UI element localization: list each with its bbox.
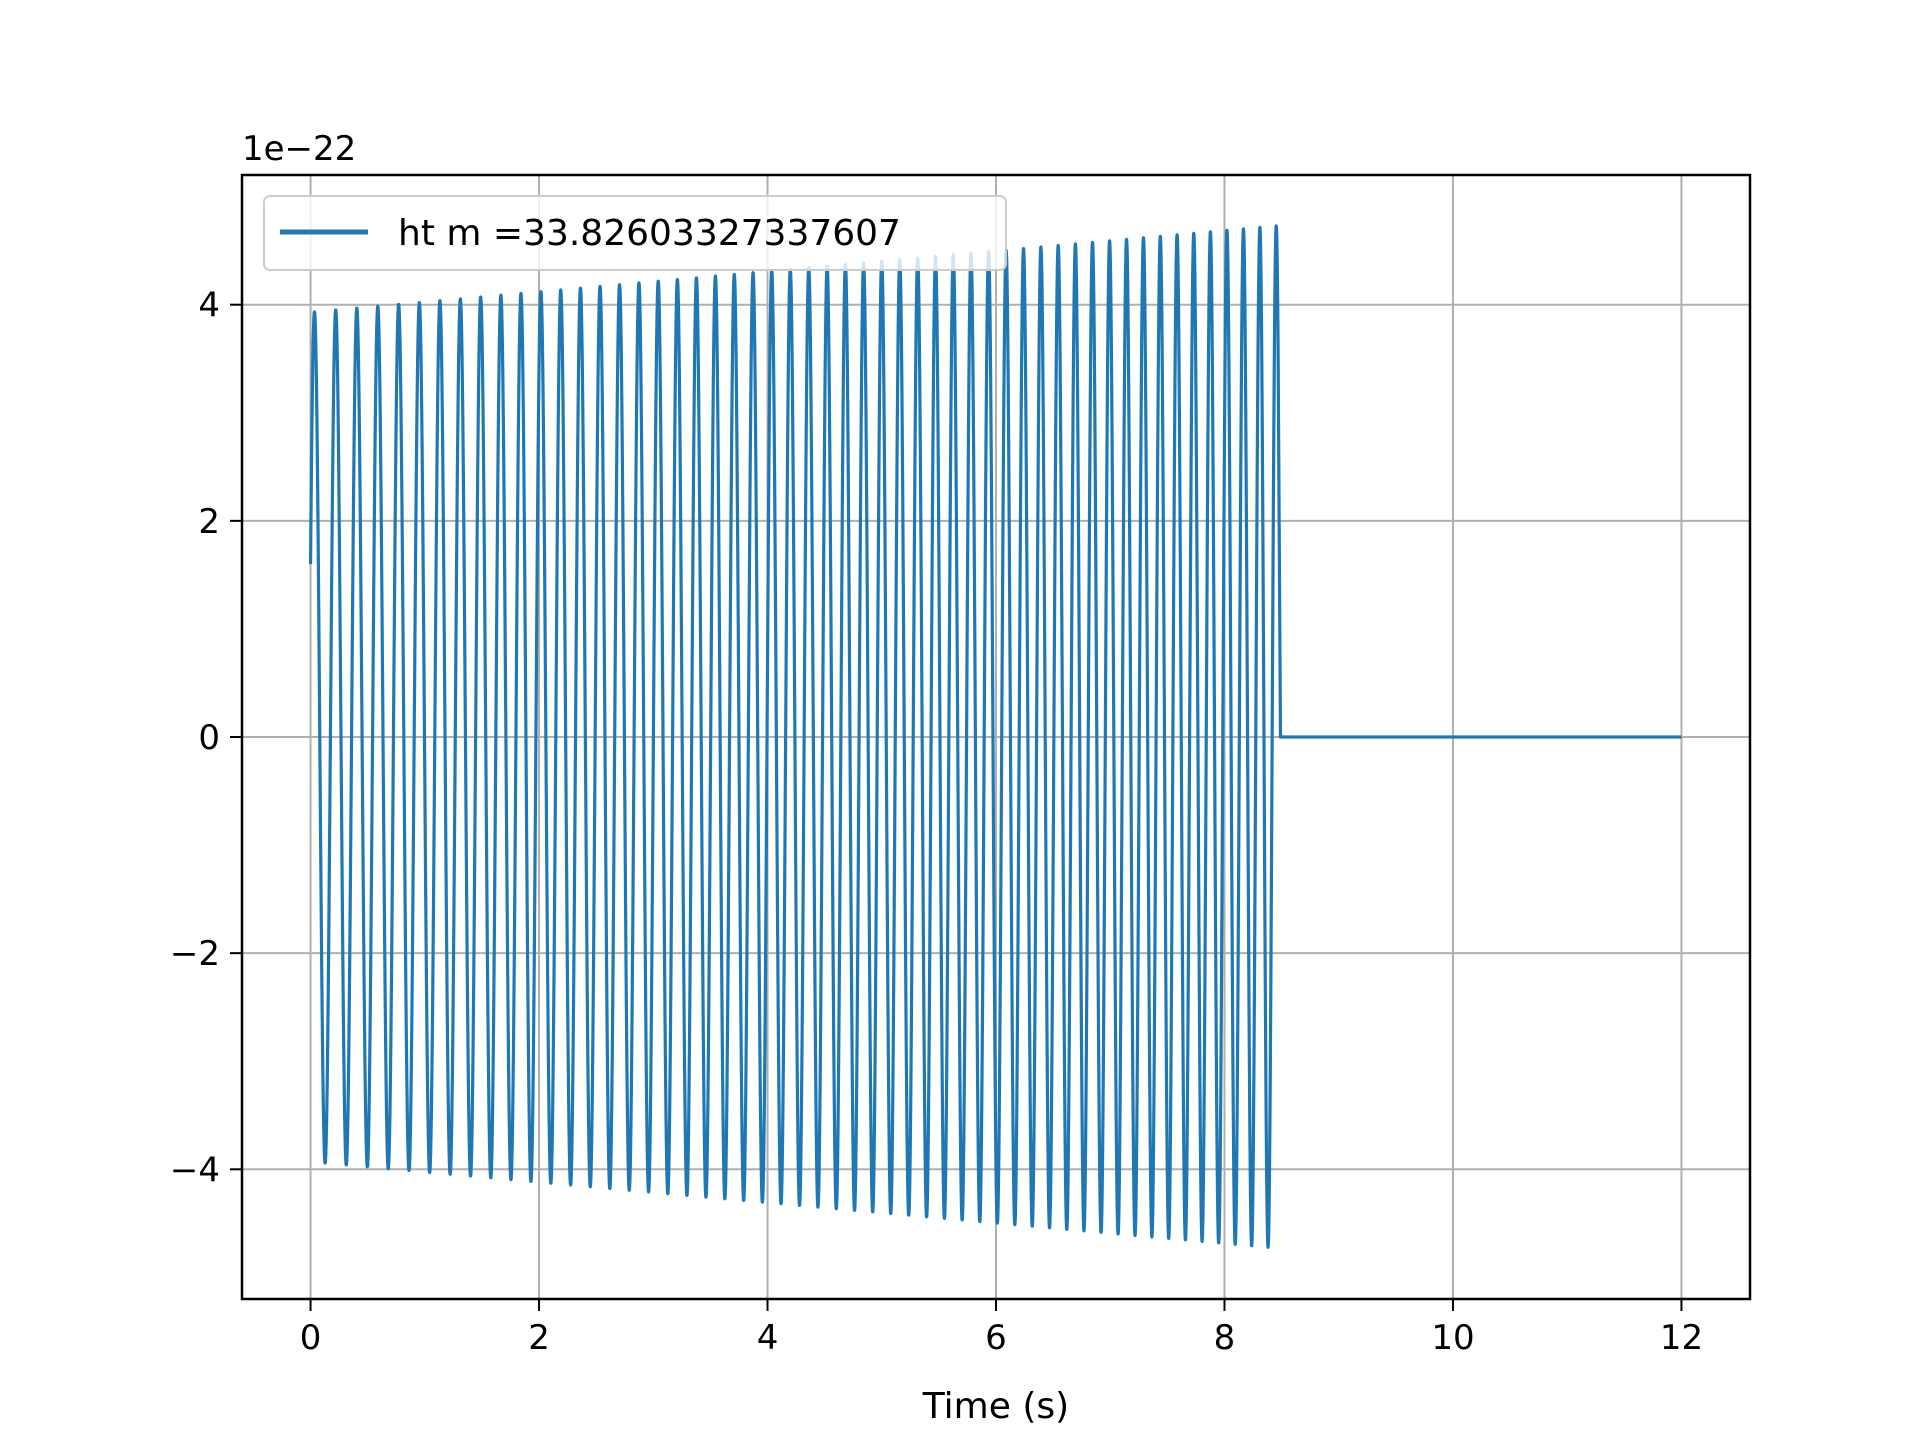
x-tick-label: 10 bbox=[1431, 1318, 1474, 1358]
y-tick-label: −2 bbox=[170, 934, 220, 974]
y-tick-label: 0 bbox=[198, 718, 220, 758]
y-tick-label: 4 bbox=[198, 286, 220, 326]
x-tick-label: 8 bbox=[1214, 1318, 1236, 1358]
y-offset-label: 1e−22 bbox=[242, 129, 356, 169]
series-layer bbox=[308, 224, 1682, 1249]
x-tick-label: 6 bbox=[985, 1318, 1007, 1358]
x-tick-label: 2 bbox=[528, 1318, 550, 1358]
x-tick-label: 4 bbox=[757, 1318, 779, 1358]
x-axis-label: Time (s) bbox=[922, 1386, 1069, 1427]
legend: ht m =33.82603327337607 bbox=[263, 195, 1007, 271]
series-line bbox=[308, 224, 1682, 1249]
y-tick-label: 2 bbox=[198, 502, 220, 542]
y-tick-label: −4 bbox=[170, 1150, 220, 1190]
legend-frame bbox=[263, 195, 1007, 271]
x-tick-label: 12 bbox=[1660, 1318, 1703, 1358]
ticks: 0 2 4 6 8 10 12 −4 −2 0 2 4 bbox=[170, 286, 1703, 1358]
x-tick-label: 0 bbox=[300, 1318, 322, 1358]
legend-entry: ht m =33.82603327337607 bbox=[398, 213, 901, 254]
plot-area: 0 2 4 6 8 10 12 −4 −2 0 2 4 bbox=[170, 173, 1752, 1358]
